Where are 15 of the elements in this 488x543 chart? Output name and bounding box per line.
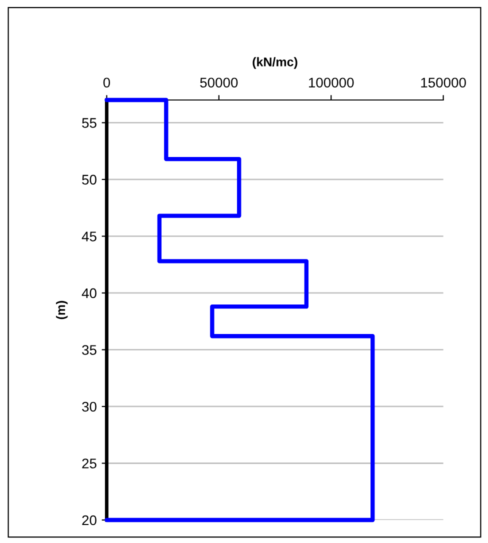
y-tick-label: 20 xyxy=(82,515,96,526)
y-tick-label: 40 xyxy=(82,288,96,298)
x-tick-label: 50000 xyxy=(200,78,238,88)
x-tick-label: 0 xyxy=(103,78,110,88)
line-series xyxy=(104,98,375,522)
y-axis-title: (m) xyxy=(56,300,68,320)
y-tick-label: 30 xyxy=(82,402,96,412)
x-axis-title: (kN/mc) xyxy=(252,57,298,69)
y-tick-label: 25 xyxy=(82,458,96,468)
y-tick-label: 50 xyxy=(82,174,96,185)
x-tick-label: 150000 xyxy=(421,78,466,88)
y-tick-label: 35 xyxy=(82,345,96,355)
y-tick-label: 55 xyxy=(82,118,96,128)
x-tick-label: 100000 xyxy=(308,78,354,88)
y-tick-label: 45 xyxy=(82,232,96,242)
